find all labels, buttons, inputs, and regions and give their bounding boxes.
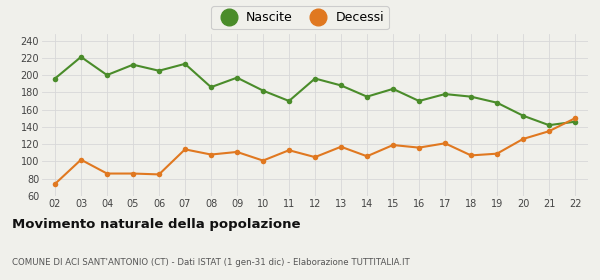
Decessi — [103, 172, 110, 175]
Decessi — [259, 159, 266, 162]
Decessi — [442, 142, 449, 145]
Decessi — [520, 137, 527, 141]
Decessi — [311, 155, 319, 159]
Decessi — [337, 145, 344, 148]
Nascite — [103, 73, 110, 77]
Nascite — [389, 87, 397, 90]
Nascite — [77, 55, 85, 59]
Nascite — [493, 101, 500, 104]
Decessi — [467, 154, 475, 157]
Nascite — [52, 77, 59, 80]
Nascite — [467, 95, 475, 98]
Decessi — [493, 152, 500, 155]
Nascite — [520, 114, 527, 117]
Legend: Nascite, Decessi: Nascite, Decessi — [211, 6, 389, 29]
Nascite — [415, 99, 422, 103]
Nascite — [311, 77, 319, 80]
Nascite — [233, 76, 241, 79]
Nascite — [337, 84, 344, 87]
Nascite — [545, 123, 553, 127]
Nascite — [286, 99, 293, 103]
Nascite — [181, 62, 188, 66]
Text: Movimento naturale della popolazione: Movimento naturale della popolazione — [12, 218, 301, 231]
Decessi — [233, 150, 241, 154]
Decessi — [286, 148, 293, 152]
Decessi — [52, 182, 59, 186]
Nascite — [208, 85, 215, 89]
Decessi — [545, 130, 553, 133]
Line: Nascite: Nascite — [52, 54, 578, 128]
Decessi — [181, 148, 188, 151]
Decessi — [415, 146, 422, 149]
Nascite — [571, 120, 578, 123]
Line: Decessi: Decessi — [52, 115, 578, 187]
Nascite — [442, 92, 449, 96]
Decessi — [208, 153, 215, 156]
Nascite — [155, 69, 163, 73]
Nascite — [259, 89, 266, 92]
Decessi — [389, 143, 397, 147]
Decessi — [77, 158, 85, 161]
Decessi — [155, 173, 163, 176]
Decessi — [571, 116, 578, 120]
Decessi — [364, 155, 371, 158]
Decessi — [130, 172, 137, 175]
Text: COMUNE DI ACI SANT'ANTONIO (CT) - Dati ISTAT (1 gen-31 dic) - Elaborazione TUTTI: COMUNE DI ACI SANT'ANTONIO (CT) - Dati I… — [12, 258, 410, 267]
Nascite — [130, 63, 137, 66]
Nascite — [364, 95, 371, 98]
